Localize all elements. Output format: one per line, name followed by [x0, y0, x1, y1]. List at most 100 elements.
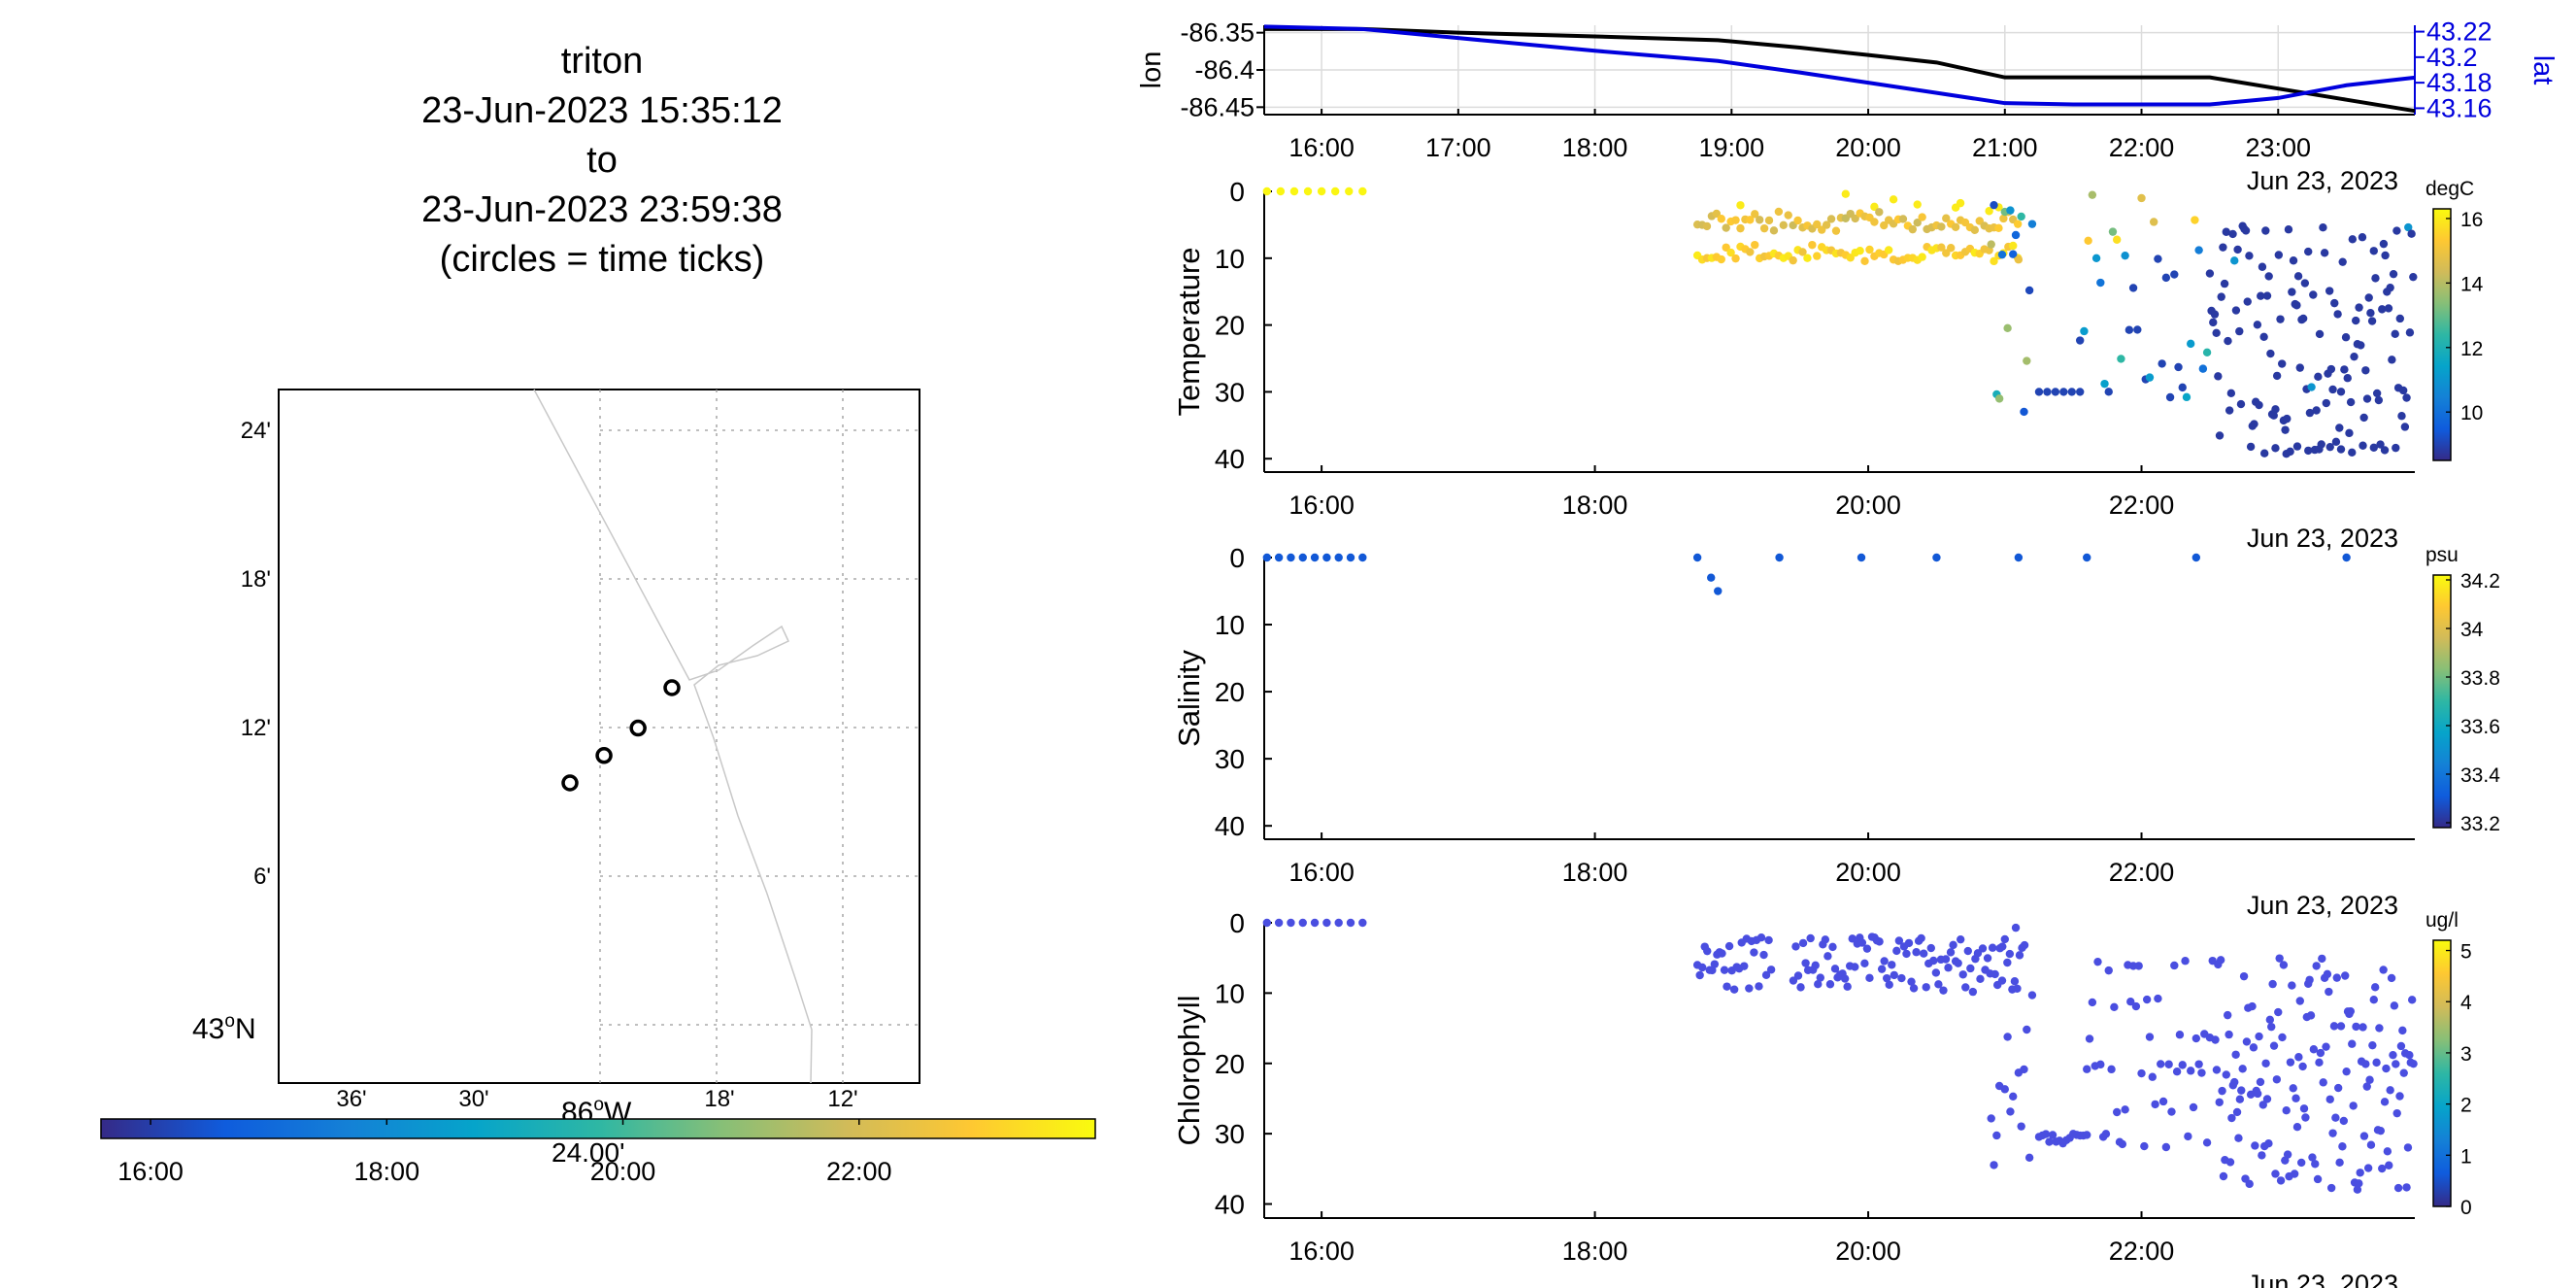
chl-panel-data-point — [1806, 933, 1815, 943]
chl-panel-data-point — [2295, 997, 2304, 1005]
chl-panel-data-point — [1750, 948, 1758, 957]
temp-panel-data-point — [2261, 226, 2270, 235]
chl-panel-data-point — [2336, 1022, 2346, 1031]
temp-panel-data-point — [2391, 329, 2399, 339]
time-colorbar-tick-label: 18:00 — [354, 1157, 420, 1186]
chl-panel-data-point — [2189, 1102, 2198, 1112]
chl-panel-data-point — [2011, 923, 2021, 932]
temp-panel-data-point — [2400, 423, 2410, 431]
temp-panel-data-point — [2300, 279, 2310, 288]
chl-panel-data-point — [2253, 1089, 2262, 1099]
chl-panel-data-point — [1745, 984, 1754, 993]
temp-panel-data-point — [2013, 220, 2023, 228]
temp-panel-data-point — [1841, 189, 1851, 198]
sal-panel-data-point — [1322, 553, 1331, 562]
temp-panel-data-point — [2328, 385, 2337, 394]
lon-series-line — [1264, 26, 2416, 114]
chl-panel-data-point — [1931, 968, 1941, 977]
chl-panel-data-point — [1926, 943, 1935, 953]
sal-panel-x-tick-label: 16:00 — [1288, 858, 1355, 887]
chl-panel-data-point — [2372, 1058, 2381, 1068]
lat-tick-label: 43.2 — [2426, 43, 2478, 72]
temp-panel-data-point — [2215, 431, 2225, 440]
chl-panel-colorbar-tick-label: 2 — [2460, 1095, 2472, 1117]
chl-panel-data-point — [2393, 1183, 2403, 1193]
temp-panel-data-point — [2348, 448, 2357, 458]
temp-panel-data-point — [2379, 239, 2389, 249]
temp-panel-data-point — [2222, 227, 2230, 236]
sal-panel-data-point — [1692, 553, 1702, 562]
temp-panel-data-point — [2266, 349, 2275, 358]
chl-panel-data-point — [1703, 946, 1712, 956]
sal-panel-data-point — [1857, 553, 1866, 562]
chl-panel-data-point — [2232, 1107, 2242, 1117]
chl-panel-data-point — [1966, 964, 1975, 973]
temp-panel-data-point — [1813, 220, 1822, 229]
temp-panel-data-point — [1942, 249, 1951, 257]
chl-panel-data-point — [2121, 1105, 2129, 1114]
chl-panel-data-point — [2363, 1164, 2373, 1172]
sal-panel-data-point — [2083, 553, 2091, 562]
chl-panel-data-point — [2349, 1102, 2358, 1110]
map-y-ticks: 24' 18' 12' 6' — [241, 418, 271, 890]
temp-panel-data-point — [2402, 393, 2411, 402]
temp-panel-data-point — [1884, 246, 1893, 254]
temp-panel-data-point — [2264, 272, 2273, 281]
temp-panel-data-point — [1759, 223, 1769, 233]
track-markers — [561, 679, 681, 792]
temp-panel-data-point — [2357, 341, 2365, 350]
chl-panel-data-point — [2020, 940, 2029, 950]
figure-title: triton 23-Jun-2023 15:35:12 to 23-Jun-20… — [369, 37, 835, 285]
temp-panel-data-point — [1358, 186, 1367, 196]
sal-panel-data-point — [1262, 553, 1272, 562]
chl-panel-data-point — [2315, 1058, 2324, 1068]
temp-panel-data-point — [2274, 251, 2284, 259]
chl-panel-colorbar-label: ug/l — [2425, 909, 2459, 932]
sal-panel-x-tick-label: 18:00 — [1562, 858, 1628, 887]
chl-panel-data-point — [1890, 970, 1898, 980]
temp-panel-colorbar-tick-label: 10 — [2460, 402, 2483, 424]
temp-panel-x-tick-label: 22:00 — [2109, 491, 2175, 520]
temp-panel-data-point — [2283, 414, 2292, 424]
chl-panel-data-point — [1698, 963, 1707, 972]
temp-panel-y-tick-label: 0 — [1229, 177, 1245, 207]
temp-panel-data-point — [1898, 215, 1908, 223]
temp-panel-data-point — [2186, 339, 2195, 349]
chl-panel-data-point — [2376, 1126, 2386, 1135]
chl-panel-data-point — [1902, 949, 1911, 959]
lon-tick-label: -86.35 — [1180, 18, 1255, 48]
chl-panel-colorbar — [2432, 939, 2452, 1207]
chl-panel-data-point — [2017, 1122, 2025, 1131]
chl-panel-data-point — [2368, 1040, 2377, 1050]
temp-panel-data-point — [2158, 359, 2166, 368]
temp-panel-colorbar — [2432, 208, 2452, 461]
chl-panel-data-point — [2140, 1141, 2149, 1151]
temp-panel-data-point — [1751, 210, 1759, 219]
temp-panel-data-point — [1870, 202, 1879, 212]
chl-panel-data-point — [2282, 1105, 2291, 1115]
chl-panel-data-point — [2218, 1086, 2226, 1096]
chl-panel-data-point — [2279, 961, 2289, 969]
temp-panel-data-point — [2246, 442, 2256, 452]
temp-panel-data-point — [2262, 291, 2272, 300]
chl-panel-data-point — [2275, 954, 2284, 963]
temp-panel-data-point — [1789, 255, 1797, 265]
map-x-tick-label: 12' — [827, 1086, 857, 1112]
chl-panel-data-point — [1904, 938, 1914, 948]
chl-panel-data-point — [1907, 977, 1916, 986]
lonlat-x-tick-label: 19:00 — [1699, 133, 1765, 162]
temp-panel-data-point — [1813, 252, 1822, 260]
chl-panel-data-point — [1793, 971, 1803, 980]
temp-panel-data-point — [2361, 366, 2370, 375]
track-marker — [663, 679, 681, 696]
temp-panel-colorbar-tick-label: 16 — [2460, 209, 2483, 231]
temp-panel-data-point — [2288, 288, 2296, 296]
chl-panel-colorbar-tick-label: 1 — [2460, 1145, 2472, 1168]
temp-panel-data-point — [2108, 227, 2118, 236]
chl-panel-data-point — [2112, 1107, 2122, 1117]
chl-panel-data-point — [2137, 1068, 2146, 1078]
temp-panel-data-point — [1808, 240, 1817, 250]
chl-panel-data-point — [2276, 1176, 2286, 1185]
chl-panel-data-point — [2045, 1137, 2054, 1146]
chl-panel-data-point — [1274, 918, 1284, 928]
